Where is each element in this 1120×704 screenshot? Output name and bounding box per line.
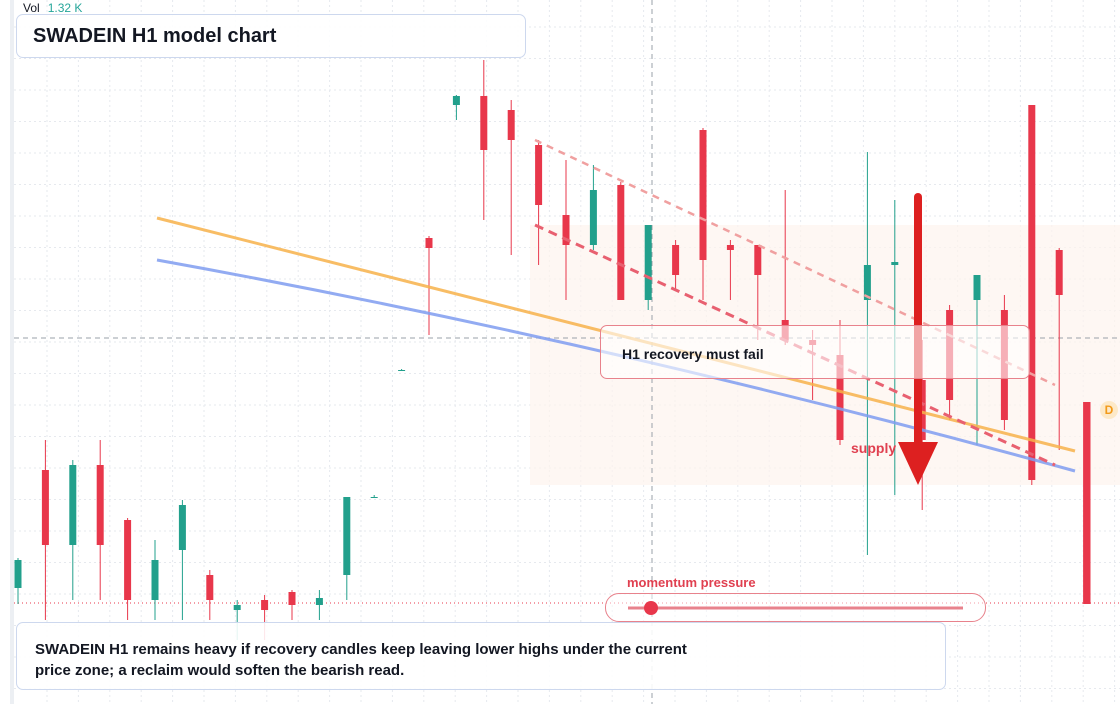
volume-legend: Vol 1.32 K bbox=[23, 1, 82, 15]
arrow-head bbox=[898, 442, 938, 485]
candle-body bbox=[754, 245, 762, 275]
slider-track bbox=[628, 601, 963, 615]
candle-body bbox=[41, 470, 49, 545]
candle-body bbox=[644, 225, 652, 300]
candle-body bbox=[452, 96, 460, 105]
candle-body bbox=[1083, 402, 1091, 604]
candle-body bbox=[699, 130, 707, 260]
marker[interactable]: D bbox=[1100, 401, 1118, 419]
chart-title: SWADEIN H1 model chart bbox=[16, 14, 526, 58]
candle-body bbox=[973, 275, 981, 300]
candle-body bbox=[1028, 105, 1036, 480]
momentum-slider[interactable] bbox=[605, 593, 986, 622]
candle-body bbox=[14, 560, 22, 588]
candle-body bbox=[315, 598, 323, 605]
caption: SWADEIN H1 remains heavy if recovery can… bbox=[16, 622, 946, 690]
candle-body bbox=[288, 592, 296, 605]
callout: H1 recovery must fail bbox=[600, 325, 1030, 379]
candle-body bbox=[261, 600, 269, 610]
candle-body bbox=[96, 465, 104, 545]
candle-body bbox=[617, 185, 625, 300]
candle-body bbox=[836, 355, 844, 440]
candle-body bbox=[562, 215, 570, 245]
vol-value: 1.32 K bbox=[47, 1, 83, 15]
candle-body bbox=[124, 520, 132, 600]
momentum-label: momentum pressure bbox=[627, 575, 756, 590]
candle-body bbox=[891, 262, 899, 265]
vol-label: Vol bbox=[23, 1, 40, 15]
candle-body bbox=[151, 560, 159, 600]
candle-body bbox=[206, 575, 214, 600]
candle-body bbox=[726, 245, 734, 250]
candle-body bbox=[918, 380, 926, 440]
candle-body bbox=[178, 505, 186, 550]
candle-body bbox=[1055, 250, 1063, 295]
candle-body bbox=[69, 465, 77, 545]
edge bbox=[10, 0, 14, 704]
candle-body bbox=[370, 497, 378, 498]
caption-text: SWADEIN H1 remains heavy if recovery can… bbox=[35, 641, 687, 679]
candle-body bbox=[398, 370, 406, 371]
candle-body bbox=[343, 497, 351, 575]
zone-label: supply bbox=[851, 440, 897, 456]
trendline-upper bbox=[534, 138, 1056, 387]
candle-body bbox=[535, 145, 543, 205]
candle-body bbox=[863, 265, 871, 300]
knob[interactable] bbox=[644, 601, 658, 615]
candle-body bbox=[589, 190, 597, 245]
candle-body bbox=[672, 245, 680, 275]
candle-body bbox=[425, 238, 433, 248]
candle-body bbox=[233, 605, 241, 610]
candle-body bbox=[507, 110, 515, 140]
candle-body bbox=[480, 96, 488, 150]
